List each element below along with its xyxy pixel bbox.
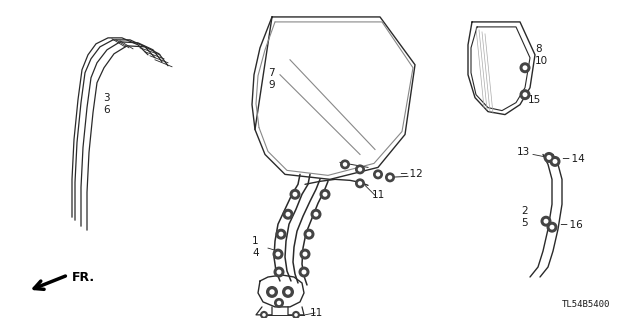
Circle shape: [314, 212, 319, 217]
Circle shape: [303, 229, 314, 240]
Text: 11: 11: [310, 308, 323, 318]
Circle shape: [303, 252, 307, 256]
Text: ─ 16: ─ 16: [560, 220, 583, 230]
Circle shape: [388, 175, 392, 180]
Circle shape: [260, 311, 268, 319]
Text: 3
6: 3 6: [103, 93, 109, 115]
Circle shape: [285, 289, 291, 295]
Circle shape: [276, 252, 280, 256]
Circle shape: [343, 162, 348, 167]
Circle shape: [292, 311, 300, 319]
Circle shape: [276, 270, 282, 274]
Circle shape: [274, 298, 284, 308]
Text: TL54B5400: TL54B5400: [562, 300, 610, 309]
Circle shape: [340, 160, 350, 169]
Circle shape: [269, 289, 275, 295]
Circle shape: [522, 92, 527, 97]
Circle shape: [543, 152, 554, 163]
Circle shape: [358, 167, 362, 172]
Circle shape: [373, 169, 383, 179]
Circle shape: [262, 313, 266, 317]
Circle shape: [273, 267, 285, 278]
Text: 13: 13: [516, 147, 530, 158]
Circle shape: [298, 267, 310, 278]
Circle shape: [310, 209, 321, 220]
Circle shape: [301, 270, 307, 274]
Circle shape: [547, 155, 552, 160]
Circle shape: [376, 172, 380, 177]
Circle shape: [543, 219, 548, 224]
Circle shape: [276, 301, 281, 305]
Circle shape: [319, 189, 330, 200]
Circle shape: [520, 62, 531, 73]
Text: 7
9: 7 9: [268, 68, 275, 90]
Circle shape: [285, 212, 291, 217]
Circle shape: [552, 159, 557, 164]
Circle shape: [541, 216, 552, 227]
Circle shape: [266, 286, 278, 298]
Circle shape: [323, 192, 328, 197]
Text: 2
5: 2 5: [522, 206, 528, 228]
Circle shape: [522, 65, 527, 70]
Circle shape: [282, 286, 294, 298]
Circle shape: [550, 225, 554, 230]
Circle shape: [385, 172, 395, 182]
Text: 11: 11: [372, 190, 385, 200]
Text: 8
10: 8 10: [535, 44, 548, 66]
Circle shape: [294, 313, 298, 317]
Text: ─ 14: ─ 14: [562, 154, 585, 164]
Circle shape: [355, 164, 365, 174]
Circle shape: [520, 89, 531, 100]
Text: FR.: FR.: [72, 271, 95, 285]
Circle shape: [300, 249, 310, 260]
Circle shape: [273, 249, 284, 260]
Circle shape: [289, 189, 301, 200]
Circle shape: [275, 229, 287, 240]
Text: 1
4: 1 4: [252, 236, 259, 258]
Text: 15: 15: [528, 95, 541, 105]
Text: ─ 12: ─ 12: [400, 169, 423, 179]
Circle shape: [550, 156, 561, 167]
Circle shape: [358, 181, 362, 186]
Circle shape: [307, 232, 312, 237]
Circle shape: [282, 209, 294, 220]
Circle shape: [292, 192, 298, 197]
Circle shape: [547, 222, 557, 233]
Circle shape: [355, 178, 365, 188]
Circle shape: [278, 232, 284, 237]
